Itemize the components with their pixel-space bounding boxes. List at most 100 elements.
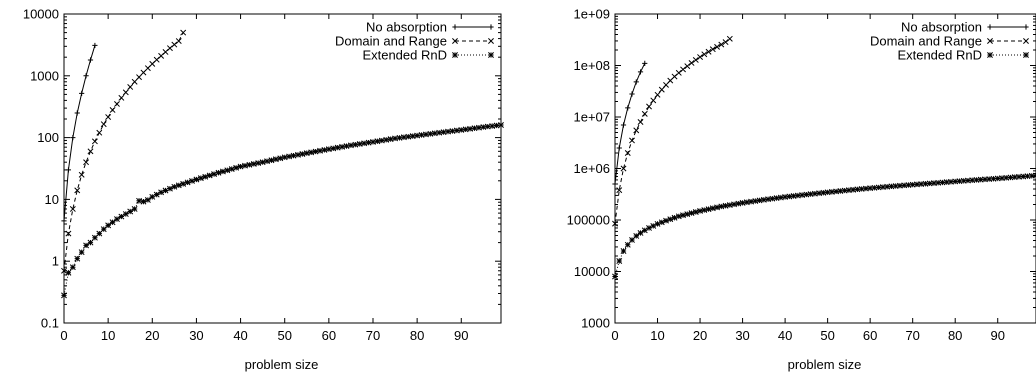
- data-point: [718, 203, 725, 210]
- data-point: [705, 206, 712, 213]
- data-point: [65, 167, 72, 173]
- data-point: [462, 126, 469, 133]
- data-point: [752, 198, 759, 204]
- data-point: [131, 206, 138, 212]
- data-point: [850, 186, 857, 193]
- data-point: [612, 273, 618, 280]
- data-point: [629, 236, 635, 243]
- data-point: [701, 207, 708, 213]
- data-point: [726, 202, 733, 208]
- data-point: [83, 73, 89, 79]
- data-point: [616, 187, 623, 194]
- x-tick-label: 0: [60, 328, 67, 343]
- data-point: [242, 162, 248, 169]
- data-point: [692, 57, 699, 63]
- data-point: [78, 249, 85, 256]
- data-point: [197, 175, 204, 182]
- data-point: [294, 151, 301, 158]
- data-point: [709, 46, 716, 53]
- data-point: [918, 181, 925, 188]
- data-point: [166, 185, 173, 192]
- data-point: [675, 213, 682, 220]
- chart-1: 0 10 20 30 40 50 60 70 80 90 0.1 1 10 100 1000 10000 pro…: [23, 7, 504, 372]
- data-point: [646, 103, 652, 110]
- data-point: [202, 173, 209, 180]
- data-point: [922, 180, 929, 187]
- data-point: [879, 184, 886, 191]
- data-point: [803, 191, 810, 198]
- legend-marker: [488, 52, 494, 58]
- data-point: [281, 154, 288, 161]
- legend-marker: [452, 38, 458, 44]
- data-point: [654, 91, 661, 98]
- data-point: [100, 226, 107, 233]
- data-point: [867, 185, 874, 192]
- x-tick-label: 90: [990, 328, 1004, 343]
- data-point: [140, 69, 147, 76]
- data-point: [748, 198, 755, 205]
- y-tick-label: 100: [37, 130, 59, 145]
- data-point: [714, 204, 721, 211]
- data-point: [854, 186, 861, 193]
- data-point: [875, 184, 882, 191]
- data-point: [471, 125, 478, 132]
- x-axis-label: problem size: [245, 357, 319, 372]
- data-point: [641, 227, 648, 234]
- data-point: [330, 145, 337, 152]
- series-plus: [612, 60, 648, 187]
- legend-label: Domain and Range: [335, 34, 447, 49]
- data-point: [74, 187, 81, 194]
- data-point: [144, 65, 151, 72]
- data-point: [969, 177, 976, 184]
- legend-entry: No absorption: [366, 20, 494, 35]
- data-point: [215, 169, 222, 176]
- data-point: [180, 180, 187, 187]
- data-point: [625, 105, 631, 111]
- data-point: [272, 156, 279, 163]
- data-point: [436, 129, 443, 136]
- data-point: [773, 195, 780, 202]
- data-point: [171, 183, 178, 190]
- legend-marker: [987, 52, 993, 58]
- x-tick-label: 90: [454, 328, 468, 343]
- data-point: [224, 167, 231, 174]
- data-point: [96, 230, 103, 237]
- x-tick-label: 60: [863, 328, 877, 343]
- data-point: [109, 107, 116, 113]
- data-point: [162, 187, 169, 194]
- data-point: [268, 157, 275, 164]
- data-point: [122, 89, 129, 96]
- legend-marker: [987, 38, 993, 44]
- data-point: [100, 121, 107, 128]
- legend-entry: Domain and Range: [335, 34, 494, 49]
- data-point: [109, 219, 116, 226]
- data-point: [105, 222, 112, 229]
- data-point: [684, 211, 691, 218]
- data-point: [339, 143, 346, 150]
- x-tick-label: 40: [233, 328, 247, 343]
- data-point: [233, 164, 240, 171]
- data-point: [400, 134, 407, 141]
- data-point: [760, 196, 767, 203]
- data-point: [756, 197, 763, 204]
- data-point: [445, 128, 451, 135]
- data-point: [184, 179, 191, 186]
- data-point: [663, 217, 669, 224]
- x-tick-label: 10: [650, 328, 664, 343]
- data-point: [722, 202, 729, 209]
- data-point: [641, 110, 648, 117]
- data-point: [658, 86, 665, 93]
- data-point: [334, 144, 341, 151]
- data-point: [982, 176, 988, 183]
- x-tick-label: 70: [366, 328, 380, 343]
- data-point: [913, 181, 920, 188]
- data-point: [219, 168, 226, 175]
- data-point: [1028, 172, 1035, 179]
- data-point: [91, 138, 98, 145]
- legend-entry: Extended RnD: [362, 48, 494, 63]
- y-tick-label: 10: [45, 192, 59, 207]
- data-point: [637, 69, 644, 75]
- data-point: [131, 78, 138, 85]
- x-tick-label: 10: [101, 328, 115, 343]
